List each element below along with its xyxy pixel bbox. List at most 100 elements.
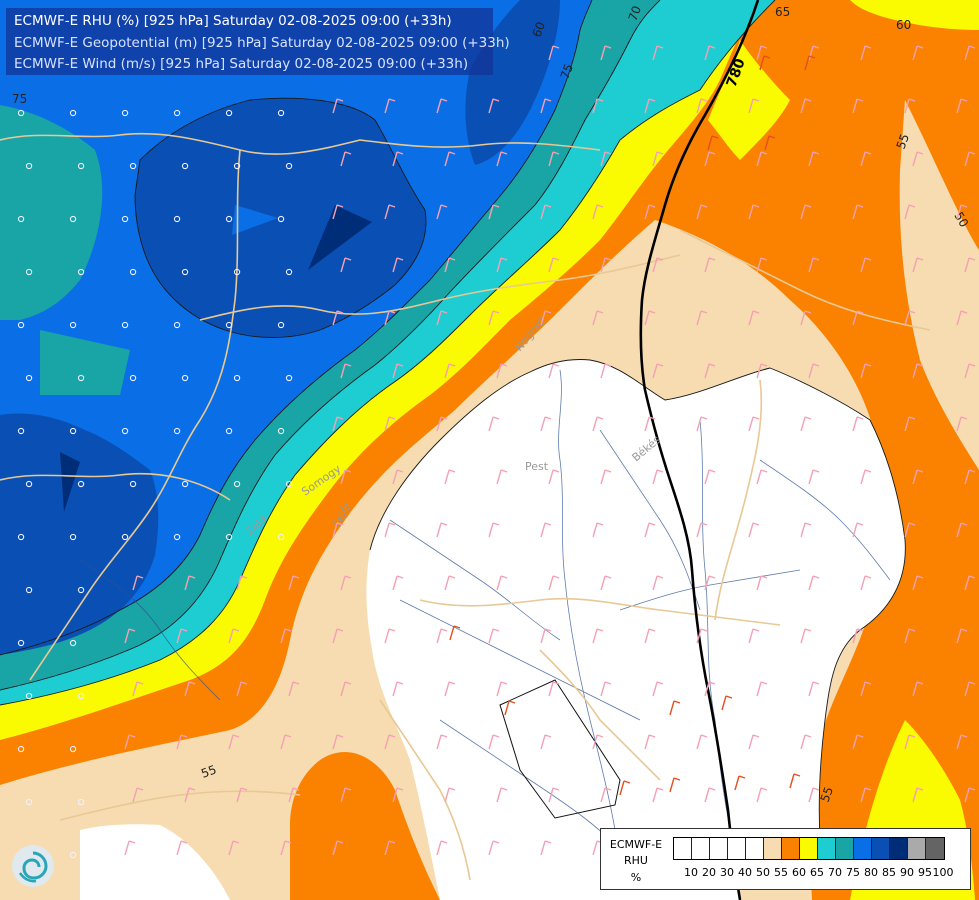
legend-swatch	[818, 838, 836, 859]
wind-barb	[800, 416, 812, 432]
wind-barb	[600, 575, 612, 591]
river-east	[759, 459, 891, 581]
wind-calm-marker	[121, 533, 129, 541]
wind-barb	[548, 363, 560, 379]
wind-barb	[592, 416, 604, 432]
wind-calm-marker	[69, 427, 77, 435]
rh-band-70-75-west	[40, 330, 130, 395]
river-crossing	[619, 569, 801, 611]
wind-barb	[748, 734, 760, 750]
wind-barb	[852, 628, 864, 644]
wind-barb	[912, 787, 924, 803]
wind-barb	[644, 310, 656, 326]
wind-calm-marker	[277, 215, 285, 223]
wind-barb	[540, 628, 552, 644]
wind-barb	[956, 416, 968, 432]
wind-barb	[756, 257, 768, 273]
rh-band-85-90-north	[308, 205, 372, 270]
wind-barb	[852, 98, 864, 114]
wind-barb	[704, 787, 716, 803]
wind-calm-marker	[285, 374, 293, 382]
wind-calm-marker	[121, 427, 129, 435]
wind-barb	[332, 840, 344, 856]
border-north-2	[199, 254, 681, 321]
wind-calm-marker	[25, 162, 33, 170]
legend-swatch	[746, 838, 764, 859]
border-northeast	[679, 229, 931, 331]
wind-barb	[288, 575, 300, 591]
river-west-branch	[389, 519, 561, 641]
wind-barb	[600, 787, 612, 803]
rh-label-70-top: 70	[626, 4, 644, 23]
legend-tick-label: 75	[846, 866, 860, 879]
wind-barb	[496, 257, 508, 273]
wind-barb	[964, 257, 976, 273]
wind-calm-marker	[77, 374, 85, 382]
wind-barb	[124, 840, 136, 856]
wind-barb	[764, 135, 776, 151]
wind-barb	[600, 45, 612, 61]
wind-calm-marker	[17, 427, 25, 435]
legend-swatch	[674, 838, 692, 859]
border-southwest-2	[59, 790, 301, 821]
legend-tick-label: 55	[774, 866, 788, 879]
contour-line-80-north	[134, 97, 427, 338]
rh-band-below-50-southwest	[80, 824, 230, 900]
wind-barb	[340, 151, 352, 167]
wind-barb	[488, 522, 500, 538]
wind-barb	[652, 363, 664, 379]
wind-barb	[132, 575, 144, 591]
wind-calm-marker	[25, 268, 33, 276]
wind-barb	[696, 310, 708, 326]
wind-barb	[288, 787, 300, 803]
wind-barb	[540, 840, 552, 856]
rh-label-65-top: 65	[775, 5, 790, 19]
wind-barb	[644, 522, 656, 538]
wind-barb	[644, 204, 656, 220]
wind-calm-marker	[25, 586, 33, 594]
wind-calm-marker	[181, 268, 189, 276]
wind-barb	[904, 310, 916, 326]
wind-barb	[332, 734, 344, 750]
wind-barb	[756, 363, 768, 379]
ecmwf-logo-icon	[12, 845, 54, 887]
wind-barb	[548, 575, 560, 591]
wind-barb	[132, 787, 144, 803]
wind-calm-marker	[233, 480, 241, 488]
place-label-pest: Pest	[525, 460, 549, 473]
wind-calm-marker	[25, 374, 33, 382]
wind-calm-marker	[277, 321, 285, 329]
legend-tick-label: 90	[900, 866, 914, 879]
wind-barb	[652, 787, 664, 803]
wind-barb	[436, 734, 448, 750]
wind-barb	[592, 310, 604, 326]
wind-barb	[488, 416, 500, 432]
rivers	[79, 369, 891, 851]
wind-calm-marker	[69, 745, 77, 753]
wind-calm-marker	[181, 480, 189, 488]
wind-barb	[548, 257, 560, 273]
wind-barb	[644, 98, 656, 114]
wind-barb	[600, 257, 612, 273]
wind-barb	[756, 45, 768, 61]
wind-barb	[748, 98, 760, 114]
wind-calm-marker	[129, 374, 137, 382]
wind-barb	[696, 204, 708, 220]
wind-barb	[652, 151, 664, 167]
legend-swatch	[926, 838, 944, 859]
rh-band-75-80-inner	[232, 205, 278, 235]
wind-barb	[592, 522, 604, 538]
legend-swatch	[872, 838, 890, 859]
contour-line-75	[0, 0, 593, 656]
wind-calm-marker	[233, 162, 241, 170]
wind-calm-marker	[173, 427, 181, 435]
wind-barb	[808, 787, 820, 803]
wind-barb	[332, 310, 344, 326]
wind-barb	[488, 310, 500, 326]
wind-barb	[956, 204, 968, 220]
rh-band-70-75-northwest	[0, 105, 103, 320]
title-box	[6, 8, 493, 75]
wind-barb	[860, 787, 872, 803]
